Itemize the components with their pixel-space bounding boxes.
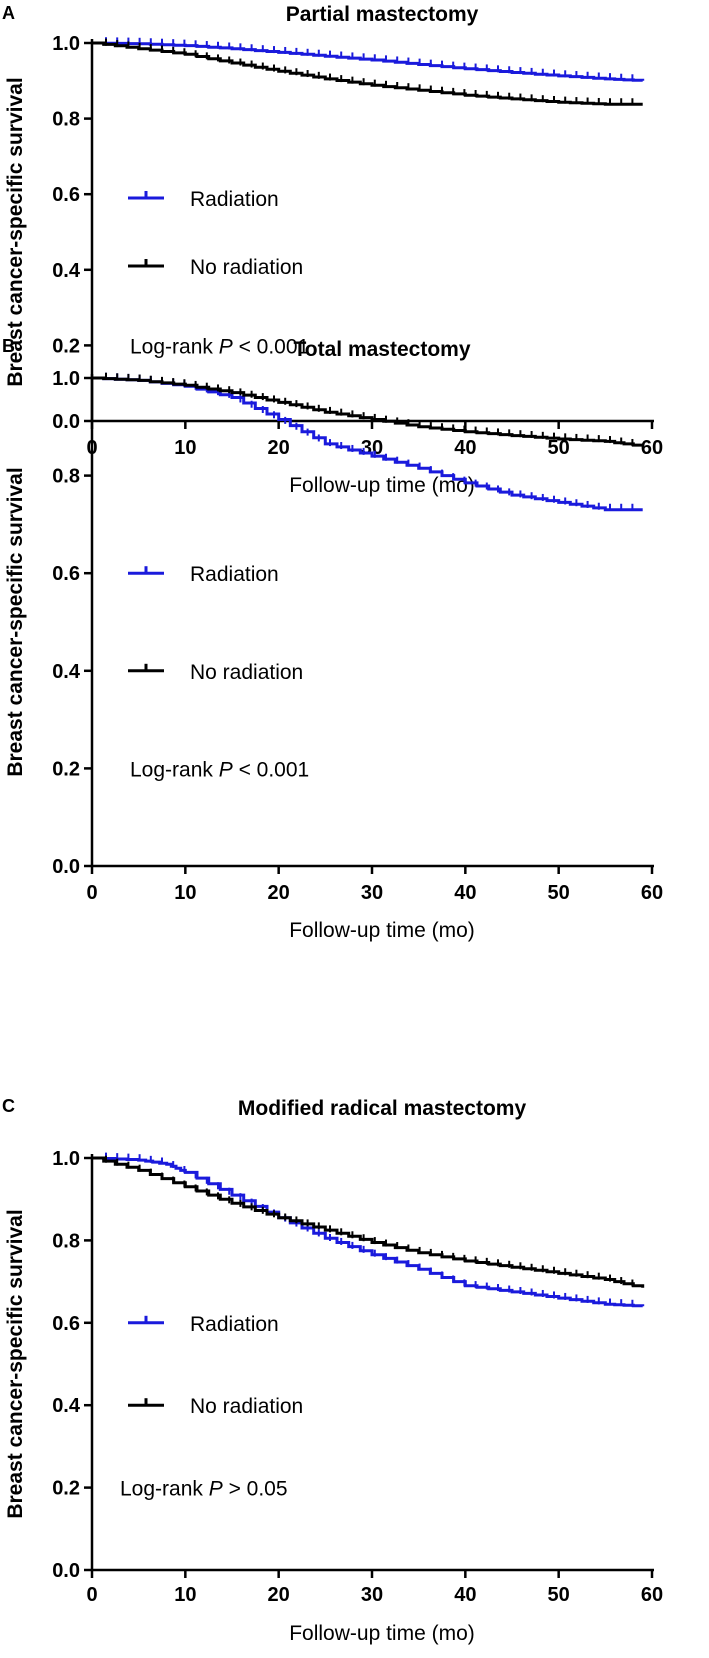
y-tick-label: 0.6 (52, 563, 80, 585)
annotation-suffix: < 0.001 (233, 335, 309, 358)
x-tick-label: 20 (268, 882, 290, 904)
x-tick-label: 10 (174, 437, 196, 459)
x-axis-label: Follow-up time (mo) (289, 474, 475, 497)
y-axis-label: Breast cancer-specific survival (4, 467, 27, 776)
x-axis-label: Follow-up time (mo) (289, 919, 475, 942)
y-tick-label: 0.4 (52, 1395, 81, 1417)
annotation-suffix: > 0.05 (223, 1478, 288, 1501)
x-tick-label: 40 (454, 437, 476, 459)
x-tick-label: 0 (86, 882, 97, 904)
chart-title: Total mastectomy (294, 338, 471, 361)
y-tick-label: 0.8 (52, 109, 80, 131)
censor-marks-radiation (105, 37, 634, 82)
y-tick-label: 0.0 (52, 411, 80, 433)
y-tick-label: 0.2 (52, 335, 80, 357)
legend-label: Radiation (190, 1313, 279, 1336)
y-tick-label: 0.4 (52, 661, 81, 683)
log-rank-annotation: Log-rank P < 0.001 (130, 758, 309, 781)
y-tick-label: 0.6 (52, 1313, 80, 1335)
x-tick-label: 40 (454, 1584, 476, 1606)
annotation-prefix: Log-rank (120, 1478, 209, 1501)
y-tick-label: 0.2 (52, 758, 80, 780)
annotation-prefix: Log-rank (130, 335, 219, 358)
legend-label: Radiation (190, 563, 279, 586)
y-tick-label: 0.8 (52, 1230, 80, 1252)
x-tick-label: 30 (361, 1584, 383, 1606)
x-tick-label: 50 (548, 1584, 570, 1606)
y-tick-label: 0.6 (52, 184, 80, 206)
annotation-p: P (209, 1478, 223, 1501)
y-tick-label: 0.8 (52, 466, 80, 488)
chart-title: Modified radical mastectomy (238, 1097, 527, 1120)
panel-c: C Modified radical mastectomy 0.0 0.2 0.4 0.6… (2, 1096, 663, 1645)
x-tick-label: 40 (454, 882, 476, 904)
x-tick-label: 60 (641, 1584, 663, 1606)
annotation-p: P (219, 335, 233, 358)
x-axis-label: Follow-up time (mo) (289, 1622, 475, 1645)
y-tick-label: 0.4 (52, 260, 81, 282)
annotation-suffix: < 0.001 (233, 758, 309, 781)
log-rank-annotation: Log-rank P > 0.05 (120, 1478, 288, 1501)
panel-b: B Total mastectomy 0.0 0.2 0.4 0.6 0.8 1.0 0 10 20… (2, 336, 663, 942)
x-tick-label: 20 (268, 437, 290, 459)
panel-letter: B (2, 336, 15, 356)
x-tick-label: 60 (641, 882, 663, 904)
panel-letter: C (2, 1096, 15, 1116)
censor-marks-no-radiation (105, 38, 634, 106)
y-tick-label: 1.0 (52, 1148, 80, 1170)
x-tick-label: 30 (361, 882, 383, 904)
y-tick-label: 0.2 (52, 1478, 80, 1500)
x-tick-label: 10 (174, 1584, 196, 1606)
annotation-p: P (219, 758, 233, 781)
legend-label: No radiation (190, 661, 303, 684)
y-tick-label: 0.0 (52, 1560, 80, 1582)
censor-marks-radiation (105, 1152, 634, 1307)
x-tick-label: 50 (548, 437, 570, 459)
series-line-no-radiation (92, 1156, 645, 1288)
censor-marks-no-radiation (105, 372, 634, 446)
y-tick-label: 0.0 (52, 856, 80, 878)
x-tick-label: 0 (86, 1584, 97, 1606)
x-tick-label: 60 (641, 437, 663, 459)
chart-title: Partial mastectomy (286, 3, 479, 26)
x-tick-label: 50 (548, 882, 570, 904)
legend-label: No radiation (190, 256, 303, 279)
censor-marks-no-radiation (105, 1155, 634, 1287)
y-tick-label: 1.0 (52, 33, 80, 55)
legend-label: No radiation (190, 1395, 303, 1418)
x-tick-label: 20 (268, 1584, 290, 1606)
y-tick-label: 1.0 (52, 368, 80, 390)
panel-letter: A (2, 3, 15, 23)
annotation-prefix: Log-rank (130, 758, 219, 781)
x-tick-label: 10 (174, 882, 196, 904)
log-rank-annotation: Log-rank P < 0.001 (130, 335, 309, 358)
y-axis-label: Breast cancer-specific survival (4, 77, 27, 386)
legend-label: Radiation (190, 188, 279, 211)
series-line-radiation (92, 41, 645, 82)
y-axis-label: Breast cancer-specific survival (4, 1209, 27, 1518)
